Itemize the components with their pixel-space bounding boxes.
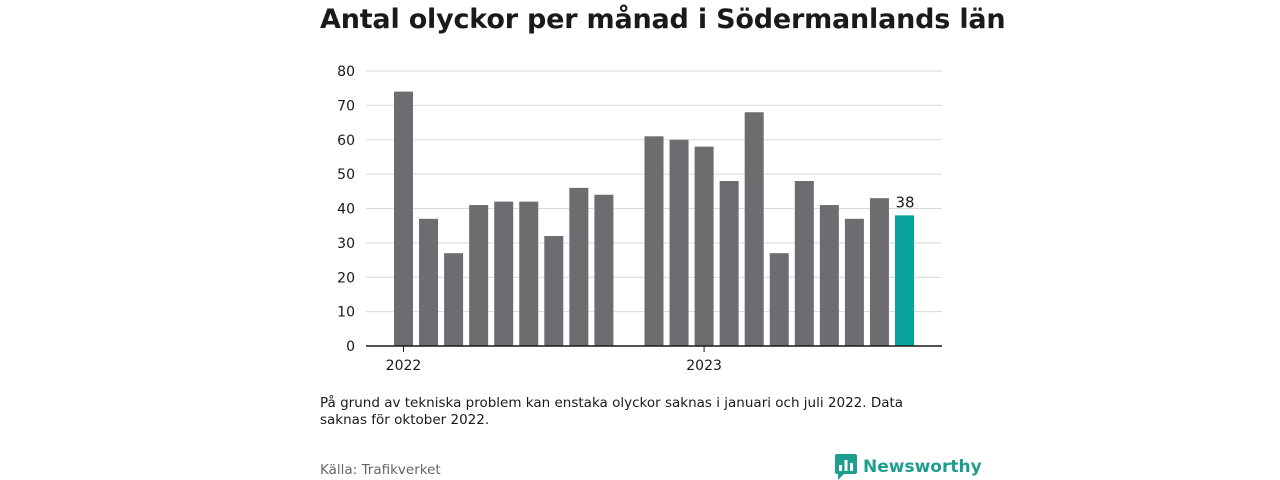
bar — [769, 253, 789, 346]
bar — [544, 236, 564, 346]
bar-chart: 0 10 20 30 40 50 60 70 80 38 2022 2023 — [337, 64, 942, 374]
chart-title: Antal olyckor per månad i Södermanlands … — [320, 4, 1006, 35]
bar-highlight — [895, 215, 914, 346]
bar — [744, 112, 764, 346]
y-tick-label: 30 — [337, 236, 355, 252]
x-axis: 2022 2023 — [366, 345, 942, 374]
x-tick-label: 2023 — [686, 358, 722, 374]
bar — [594, 194, 614, 346]
brand-name: Newsworthy — [863, 457, 982, 477]
bar-value-label: 38 — [895, 193, 914, 211]
bar — [644, 136, 664, 346]
y-tick-label: 40 — [337, 202, 355, 218]
bar — [869, 198, 889, 346]
bar — [444, 253, 464, 346]
y-axis: 0 10 20 30 40 50 60 70 80 — [337, 64, 355, 355]
bar — [819, 205, 839, 346]
bar — [669, 139, 689, 346]
y-tick-label: 0 — [346, 339, 355, 355]
y-tick-label: 10 — [337, 305, 355, 321]
bar — [494, 201, 514, 346]
bar — [844, 218, 864, 346]
bar — [794, 181, 814, 346]
y-tick-label: 80 — [337, 64, 355, 80]
bar — [569, 187, 589, 346]
y-tick-label: 60 — [337, 133, 355, 149]
y-tick-label: 70 — [337, 98, 355, 114]
newsworthy-logo-icon — [835, 454, 857, 480]
y-tick-label: 20 — [337, 270, 355, 286]
y-tick-label: 50 — [337, 167, 355, 183]
chart-note: På grund av tekniska problem kan enstaka… — [320, 395, 904, 428]
source-text: Källa: Trafikverket — [320, 462, 441, 478]
bar — [394, 91, 413, 346]
bars: 38 — [394, 91, 915, 346]
x-tick-label: 2022 — [386, 358, 422, 374]
bar — [469, 205, 489, 346]
newsworthy-logo[interactable]: Newsworthy — [835, 454, 982, 480]
bar — [719, 181, 739, 346]
bar — [419, 218, 439, 346]
bar — [694, 146, 714, 346]
bar — [519, 201, 539, 346]
